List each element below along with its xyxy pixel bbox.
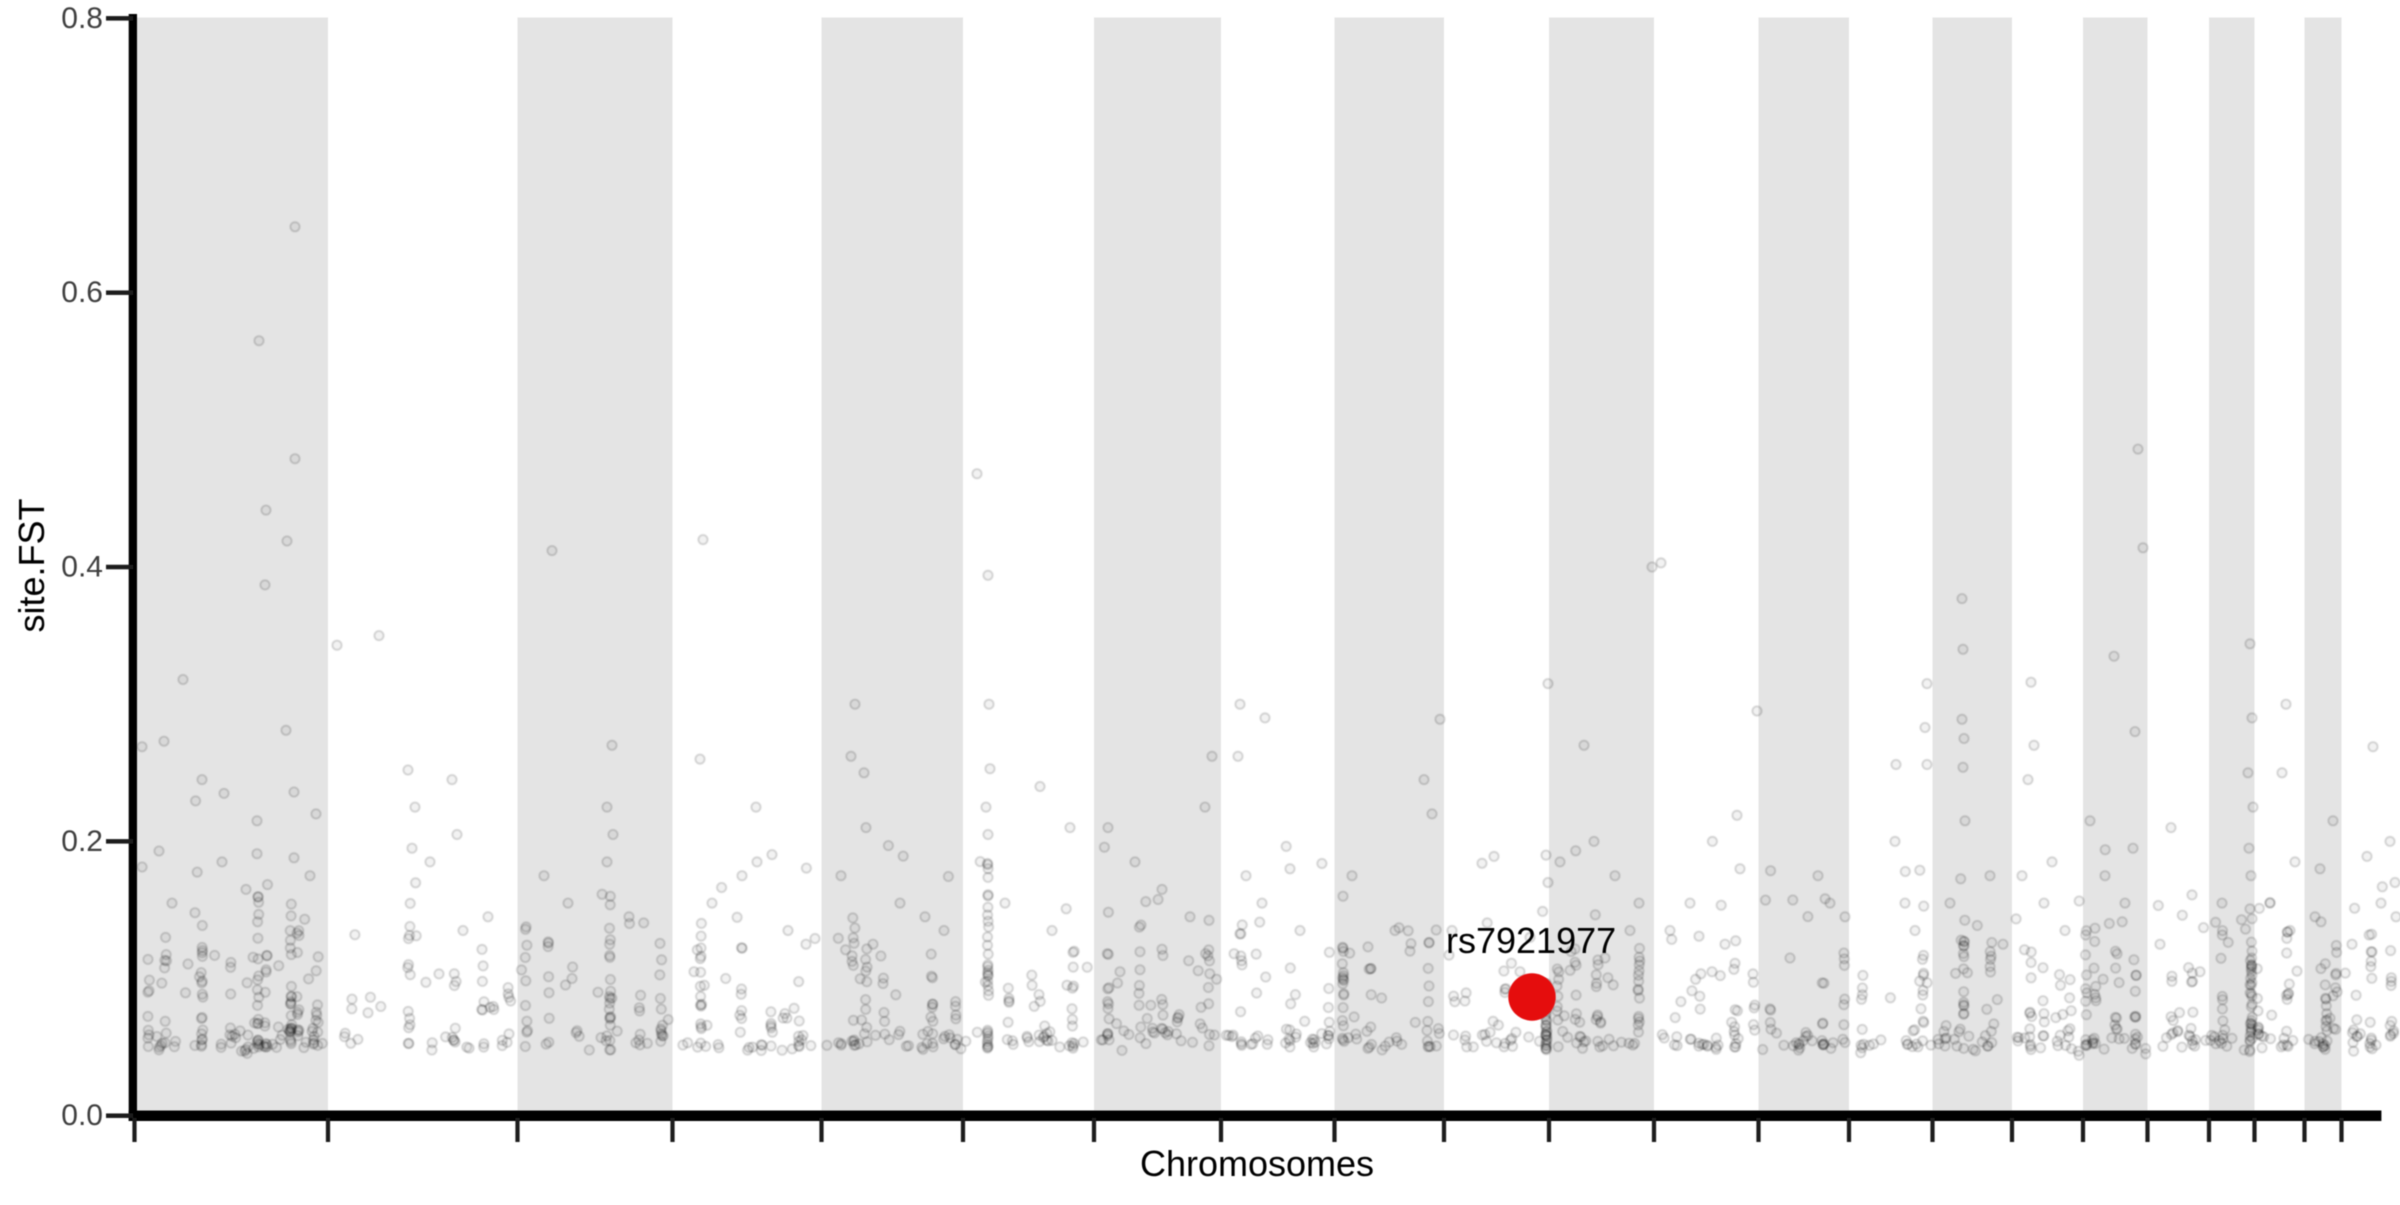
svg-text:0.4: 0.4 <box>61 551 103 584</box>
svg-text:0.0: 0.0 <box>61 1099 103 1132</box>
svg-text:0.6: 0.6 <box>61 276 103 309</box>
svg-text:Chromosomes: Chromosomes <box>1140 1143 1374 1184</box>
svg-text:site.FST: site.FST <box>11 498 52 632</box>
svg-text:0.8: 0.8 <box>61 2 103 35</box>
svg-text:rs7921977: rs7921977 <box>1446 920 1616 961</box>
svg-text:0.2: 0.2 <box>61 825 103 858</box>
